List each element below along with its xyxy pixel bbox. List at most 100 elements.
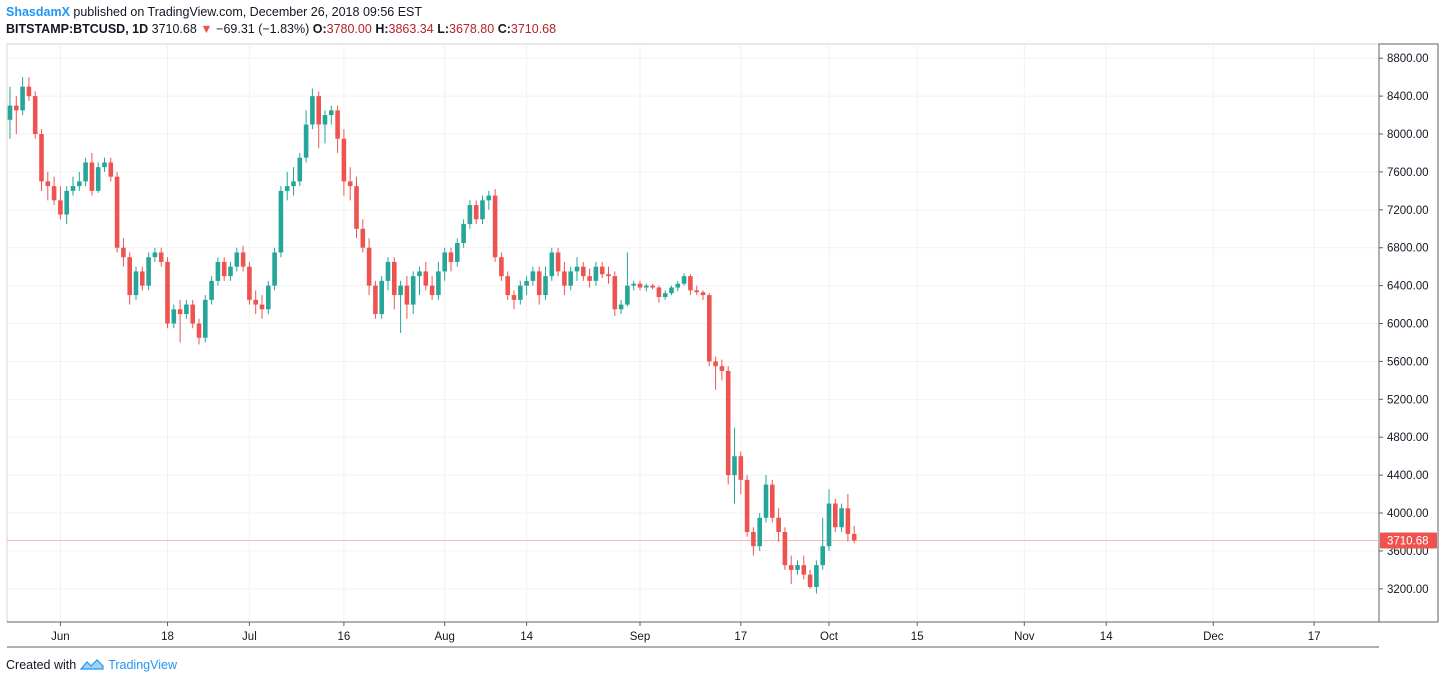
candle <box>587 268 592 288</box>
candle <box>83 157 88 187</box>
candle-body <box>442 252 447 272</box>
candle <box>234 247 240 272</box>
publish-line: ShasdamX published on TradingView.com, D… <box>6 4 556 21</box>
candle-body <box>782 531 788 566</box>
last-price-badge: 3710.68 <box>1380 532 1437 549</box>
candle-body <box>379 280 384 315</box>
candle-body <box>473 205 479 220</box>
candle-body <box>555 252 561 272</box>
time-axis[interactable]: Jun 18 Jul 16 Aug 14 Sep 17 Oct 15 Nov 14 Dec 17 <box>51 622 1320 643</box>
y-tick-label: 7200.00 <box>1387 205 1429 217</box>
candle-body <box>644 285 649 288</box>
candle-body <box>410 276 416 305</box>
candle-body <box>505 276 510 296</box>
author-name[interactable]: ShasdamX <box>6 5 70 19</box>
candle <box>272 247 277 291</box>
candle-body <box>385 261 391 281</box>
candle-body <box>77 181 82 187</box>
candle-body <box>190 304 195 324</box>
x-tick-label: Jul <box>242 631 257 643</box>
candle <box>499 252 504 281</box>
candle <box>694 285 699 296</box>
candle-body <box>366 247 372 286</box>
candle <box>669 285 674 296</box>
candle-body <box>329 110 334 116</box>
candle <box>448 247 454 272</box>
tradingview-logo-icon[interactable] <box>80 657 104 673</box>
y-tick-label: 3600.00 <box>1387 546 1429 558</box>
symbol-label: BITSTAMP:BTCUSD, 1D <box>6 22 149 36</box>
footer: Created with TradingView <box>6 657 177 673</box>
symbol-line: BITSTAMP:BTCUSD, 1D 3710.68 ▼ −69.31 (−1… <box>6 21 556 38</box>
open-label: O: <box>312 22 327 36</box>
candle-body <box>656 287 662 297</box>
candle-body <box>599 266 605 275</box>
candle-body <box>335 110 340 139</box>
candle <box>492 188 498 262</box>
candle-body <box>171 309 177 324</box>
candle-body <box>499 257 504 277</box>
candle <box>114 171 120 253</box>
candle-body <box>89 162 95 191</box>
candle <box>184 299 189 319</box>
candle-body <box>354 186 359 229</box>
candle <box>190 299 195 329</box>
candle-body <box>310 96 315 125</box>
y-tick-label: 4000.00 <box>1387 508 1429 520</box>
candle <box>713 356 718 390</box>
candle <box>732 427 737 504</box>
x-tick-label: 17 <box>734 631 747 643</box>
candle <box>45 171 51 201</box>
candle <box>203 295 208 343</box>
x-tick-label: Nov <box>1014 631 1035 643</box>
candle-body <box>423 271 429 286</box>
tradingview-brand[interactable]: TradingView <box>108 658 177 672</box>
candle <box>568 266 573 291</box>
x-tick-label: Oct <box>820 631 839 643</box>
candle-body <box>253 299 258 305</box>
candle-body <box>228 266 233 277</box>
candle <box>379 276 384 319</box>
y-tick-label: 4800.00 <box>1387 432 1429 444</box>
y-tick-label: 3200.00 <box>1387 584 1429 596</box>
candle <box>39 129 44 191</box>
candle <box>20 77 25 116</box>
candle <box>681 273 687 286</box>
candle-body <box>814 565 819 587</box>
candle-body <box>127 257 132 296</box>
candle-body <box>511 295 517 300</box>
candle-body <box>833 503 838 528</box>
close-value: 3710.68 <box>510 22 557 36</box>
last-price-badge-box <box>1380 532 1437 549</box>
candle-body <box>662 293 668 297</box>
x-tick-label: Sep <box>630 631 650 643</box>
price-axis[interactable]: 3200.00 3600.00 4000.00 4400.00 4800.00 5200.… <box>1379 53 1429 596</box>
candle <box>574 257 580 281</box>
candle <box>461 219 466 248</box>
candle <box>253 290 258 315</box>
candle <box>543 266 548 300</box>
candle-body <box>694 290 699 293</box>
candle-body <box>700 292 706 296</box>
candle <box>32 91 38 139</box>
candle <box>662 290 668 300</box>
candle <box>108 157 114 182</box>
y-tick-label: 6400.00 <box>1387 281 1429 293</box>
candle-body <box>650 285 655 288</box>
candle <box>165 257 170 329</box>
candlestick-chart[interactable]: 3200.00 3600.00 4000.00 4400.00 4800.00 5200.… <box>0 0 1444 650</box>
candle <box>688 274 693 296</box>
candle <box>429 276 435 300</box>
candle-body <box>807 574 813 587</box>
low-label: L: <box>437 22 450 36</box>
candle <box>511 290 517 310</box>
candle <box>373 280 378 319</box>
candle-body <box>133 271 139 296</box>
candle-body <box>795 565 800 570</box>
candle-body <box>404 285 410 305</box>
candle <box>58 186 63 220</box>
candle <box>7 86 13 139</box>
candle-body <box>713 361 718 367</box>
candle <box>51 176 57 206</box>
candle <box>606 266 611 284</box>
